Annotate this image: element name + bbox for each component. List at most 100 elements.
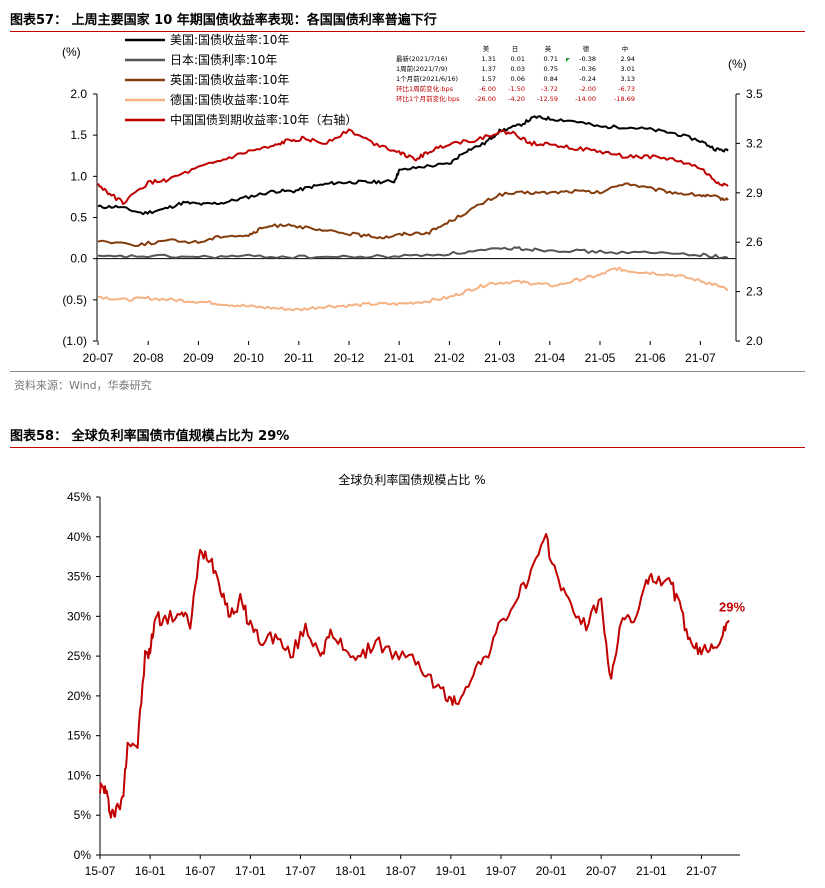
x-tick-label: 20-11 [284,351,314,365]
table-cell: 0.06 [511,75,525,83]
table-cell: -0.24 [579,75,596,83]
y-tick-label: 30% [67,609,91,623]
x-tick-label: 20-07 [83,351,114,365]
table-cell: -2.00 [579,85,596,93]
x-tick-label: 17-01 [235,864,266,878]
figure-58-title: 图表58： 全球负利率国债市值规模占比为 29% [10,429,290,444]
table-cell: 0.03 [511,65,525,73]
table-cell: 2.94 [621,55,635,63]
y-tick-label: 0% [74,848,92,862]
figure-58-title-rule [10,447,805,448]
table-cell: 1.31 [482,55,496,63]
y-tick-label: 45% [67,490,91,504]
x-tick-label: 21-01 [384,351,415,365]
table-cell: 1.37 [482,65,496,73]
table-header: 日 [512,45,519,53]
right-tick-label: 2.3 [746,285,763,299]
table-cell: 3.01 [621,65,635,73]
x-tick-label: 21-01 [636,864,667,878]
x-tick-label: 16-01 [135,864,166,878]
x-tick-label: 21-05 [585,351,616,365]
series-line [97,128,729,206]
y-tick-label: 15% [67,729,91,743]
x-tick-label: 21-02 [434,351,465,365]
table-cell: 0.75 [544,65,558,73]
x-tick-label: 21-06 [635,351,666,365]
table-cell: -6.73 [618,85,635,93]
x-tick-label: 20-07 [586,864,617,878]
table-header: 美 [483,44,490,53]
x-tick-label: 21-07 [686,864,717,878]
x-tick-label: 20-09 [183,351,214,365]
x-tick-label: 20-10 [233,351,264,365]
x-tick-label: 16-07 [185,864,216,878]
right-unit-label: (%) [728,57,747,71]
table-header: 德 [583,44,590,53]
chart-title: 全球负利率国债规模占比 % [338,472,485,487]
table-row-label: 最新(2021/7/16) [396,54,447,63]
figure-57-title: 图表57： 上周主要国家 10 年期国债收益率表现：各国国债利率普遍下行 [10,13,437,28]
right-tick-label: 2.9 [746,186,763,200]
table-row-label: 环比1个月前变化:bps [396,94,460,103]
series-line [97,266,729,312]
table-cell: 0.01 [511,55,525,63]
left-unit-label: (%) [62,45,81,59]
last-value-label: 29% [719,599,745,614]
table-header: 英 [545,44,552,53]
x-tick-label: 21-07 [685,351,716,365]
x-tick-label: 20-01 [536,864,567,878]
left-tick-label: 2.0 [70,87,87,101]
y-tick-label: 40% [67,530,91,544]
left-tick-label: (1.0) [62,334,87,348]
negative-yield-chart: 全球负利率国债规模占比 % 45% 40% 35% 30% 25% 20% 15% 10% 5% 0… [67,472,745,878]
x-tick-label: 19-07 [486,864,517,878]
y-tick-label: 20% [67,689,91,703]
left-tick-label: 0.0 [70,252,87,266]
right-tick-label: 2.6 [746,235,763,249]
x-tick-label: 19-01 [435,864,466,878]
yield-chart: 2.0 1.5 1.0 0.5 0.0 (0.5) (1.0) 3.5 3.2 2.9 2.6 2.3… [62,32,763,365]
right-tick-label: 2.0 [746,334,763,348]
x-tick-label: 17-07 [285,864,316,878]
left-tick-label: 1.5 [70,128,87,142]
table-cell: -12.59 [537,95,558,103]
table-marker [566,58,570,62]
figure-57-title-rule [10,31,805,32]
x-tick-label: 15-07 [85,864,116,878]
table-cell: -0.36 [579,65,596,73]
right-tick-label: 3.2 [746,136,763,150]
table-cell: -1.50 [508,85,525,93]
table-cell: 0.84 [544,75,558,83]
left-tick-label: 1.0 [70,169,87,183]
y-tick-label: 35% [67,570,91,584]
x-tick-label: 20-12 [334,351,365,365]
table-cell: -3.72 [541,85,558,93]
table-row-label: 环比1周前变化:bps [396,84,454,93]
x-tick-label: 18-01 [335,864,366,878]
table-cell: -18.69 [614,95,635,103]
table-header: 中 [622,44,629,53]
series-line [99,533,730,819]
table-cell: -14.00 [575,95,596,103]
x-tick-label: 18-07 [385,864,416,878]
table-cell: -4.20 [508,95,525,103]
series-line [97,182,729,247]
table-row-label: 1个月前(2021/6/16) [396,74,458,83]
series-line [97,115,729,216]
right-tick-label: 3.5 [746,87,763,101]
y-tick-label: 25% [67,649,91,663]
table-cell: -0.38 [579,55,596,63]
table-cell: 1.57 [482,75,496,83]
legend-label: 英国:国债收益率:10年 [170,72,289,87]
left-tick-label: 0.5 [70,211,87,225]
series-line [97,246,729,260]
x-tick-label: 20-08 [133,351,164,365]
legend-label: 中国国债到期收益率:10年（右轴） [170,112,357,127]
source-note: 资料来源：Wind，华泰研究 [14,379,152,392]
x-tick-label: 21-03 [484,351,515,365]
table-cell: -6.00 [479,85,496,93]
y-tick-label: 5% [74,808,92,822]
legend-label: 日本:国债利率:10年 [170,52,277,67]
left-tick-label: (0.5) [62,293,87,307]
